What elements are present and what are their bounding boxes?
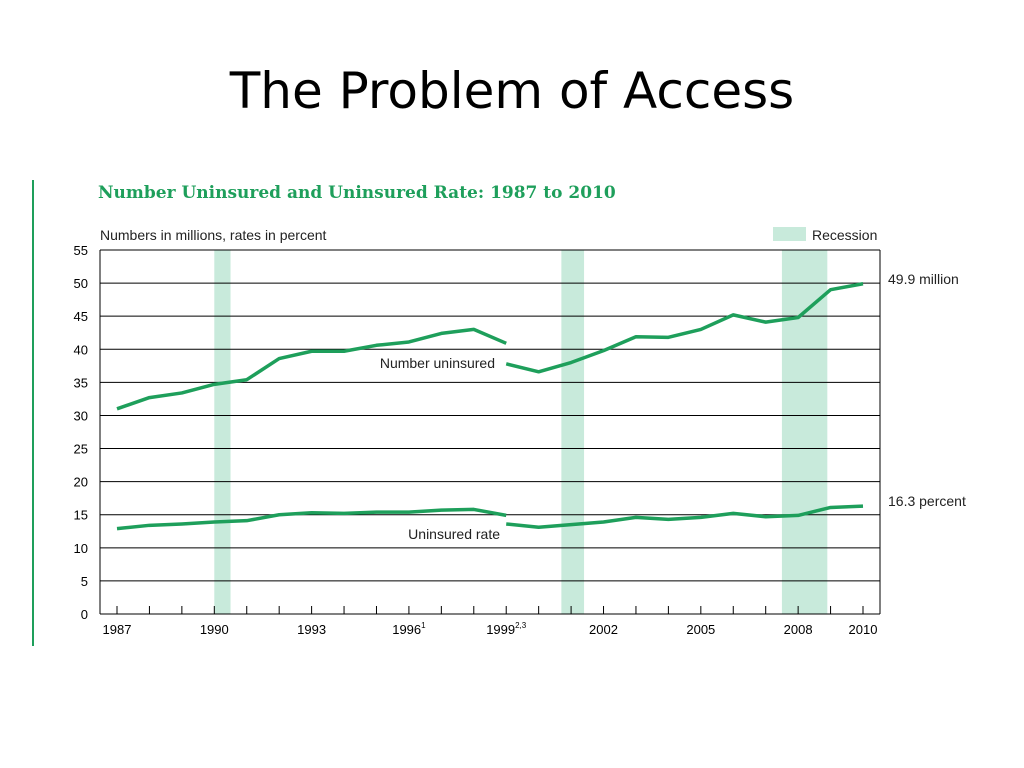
series-line — [505, 282, 864, 374]
y-tick-label: 15 — [74, 508, 88, 523]
y-tick-label: 30 — [74, 408, 88, 423]
chart-subtitle: Numbers in millions, rates in percent — [100, 227, 327, 243]
y-tick-label: 40 — [74, 342, 88, 357]
y-tick-label: 25 — [74, 442, 88, 457]
x-tick-label: 19992,3 — [486, 621, 527, 637]
series-line — [506, 504, 864, 530]
x-tick-label: 1987 — [103, 622, 132, 637]
series-name-label: Number uninsured — [380, 355, 495, 371]
y-tick-label: 20 — [74, 475, 88, 490]
recession-band — [781, 250, 828, 614]
x-tick-label: 1993 — [297, 622, 326, 637]
legend-swatch — [773, 227, 806, 241]
x-tick-label: 2010 — [849, 622, 878, 637]
x-tick-label: 2005 — [686, 622, 715, 637]
chart-title: Number Uninsured and Uninsured Rate: 198… — [98, 183, 616, 203]
series-end-label: 16.3 percent — [888, 493, 966, 509]
x-tick-label: 2008 — [784, 622, 813, 637]
series-end-label: 49.9 million — [888, 271, 959, 287]
series-name-label: Uninsured rate — [408, 526, 500, 542]
y-tick-label: 35 — [74, 375, 88, 390]
x-tick-label: 1990 — [200, 622, 229, 637]
legend-label: Recession — [812, 227, 877, 243]
y-tick-label: 5 — [81, 574, 88, 589]
x-tick-label: 2002 — [589, 622, 618, 637]
series-line — [116, 507, 507, 531]
recession-band — [561, 250, 585, 614]
y-tick-label: 55 — [74, 243, 88, 258]
y-tick-label: 0 — [81, 607, 88, 622]
y-tick-label: 45 — [74, 309, 88, 324]
slide-accent-rule — [32, 180, 34, 646]
recession-band — [214, 250, 231, 614]
series-line — [116, 327, 507, 411]
slide-title: The Problem of Access — [229, 62, 795, 120]
y-tick-label: 10 — [74, 541, 88, 556]
y-tick-label: 50 — [74, 276, 88, 291]
x-tick-label: 19961 — [392, 621, 426, 637]
